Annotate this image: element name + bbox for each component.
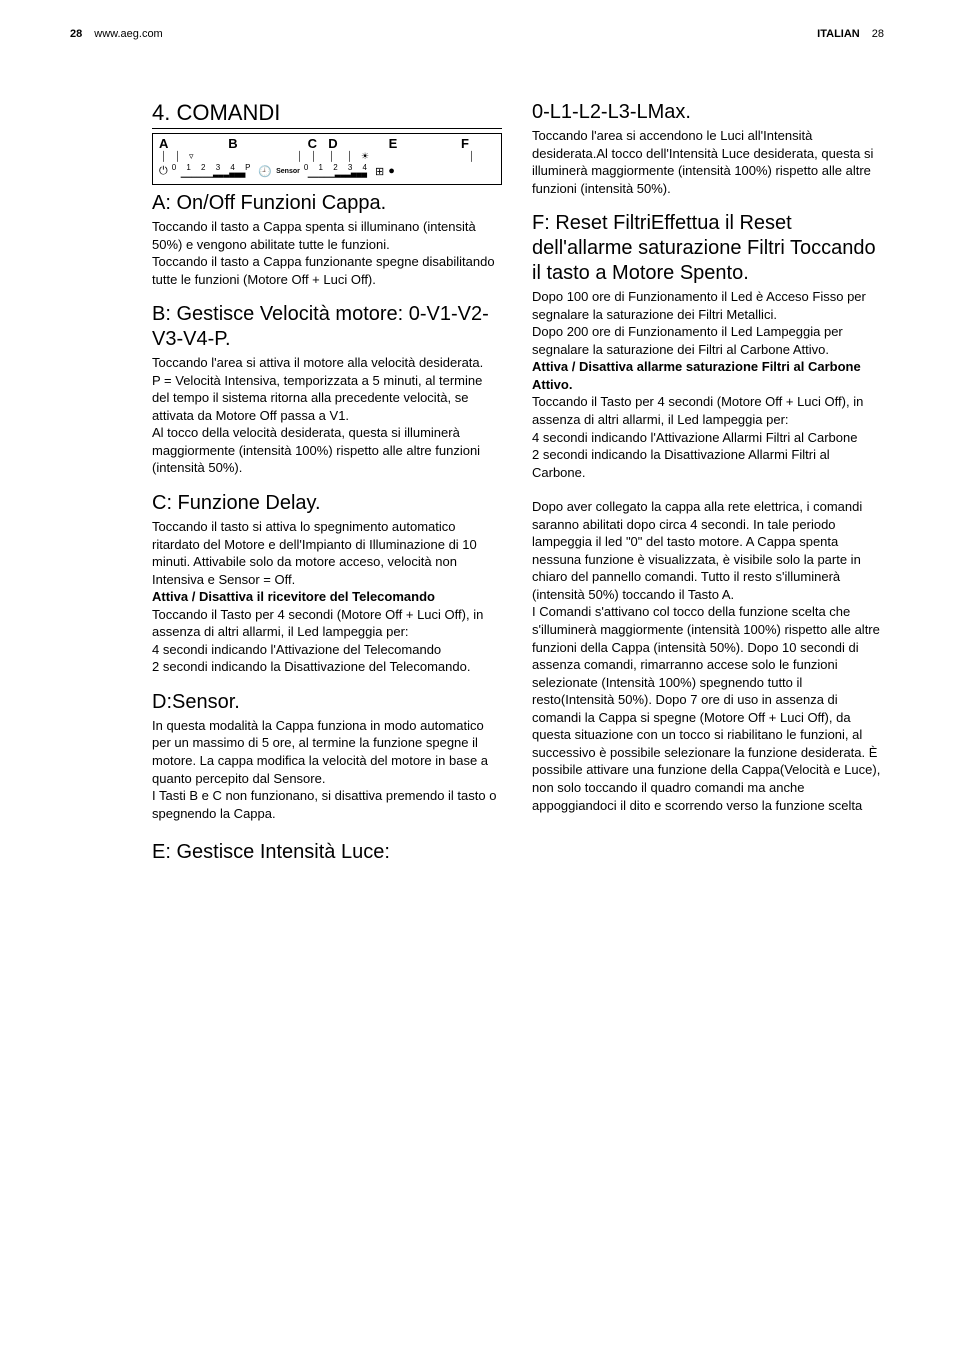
panel-icon-row: ⏻ 0 1 2 3 4 P ▁▁▁▁▁▁▃▃▃▅▅▅ 🕘 Sensor 0 1 … xyxy=(157,162,497,182)
heading-a: A: On/Off Funzioni Cappa. xyxy=(152,191,502,216)
para-6: Dopo aver collegato la cappa alla rete e… xyxy=(532,498,882,603)
sensor-label: Sensor xyxy=(276,168,300,175)
para-b2: P = Velocità Intensiva, temporizzata a 5… xyxy=(152,372,502,425)
para-f1: Dopo 100 ore di Funzionamento il Led è A… xyxy=(532,288,882,323)
filter-icon: ⊞ xyxy=(375,165,384,178)
label-d: D xyxy=(317,136,349,151)
power-icon: ⏻ xyxy=(159,165,168,178)
para-b1: Toccando l'area si attiva il motore alla… xyxy=(152,354,502,372)
label-c: C xyxy=(289,136,317,151)
para-7: I Comandi s'attivano col tocco della fun… xyxy=(532,603,882,814)
heading-f: F: Reset FiltriEffettua il Reset dell'al… xyxy=(532,211,882,286)
page-number-left: 28 xyxy=(70,28,82,40)
label-a: A xyxy=(159,136,177,151)
header-language: ITALIAN xyxy=(817,28,860,40)
panel-pointer-row: │ │ ▿ │ │ │ │ ☀ │ xyxy=(157,151,497,162)
content-columns: 4. COMANDI A B C D E F │ │ ▿ │ │ │ │ ☀ xyxy=(0,40,954,867)
para-c3: 4 secondi indicando l'Attivazione del Te… xyxy=(152,641,502,659)
label-f: F xyxy=(437,136,469,151)
heading-e2: 0-L1-L2-L3-LMax. xyxy=(532,100,882,125)
para-c4: 2 secondi indicando la Disattivazione de… xyxy=(152,658,502,676)
para-f2: Dopo 200 ore di Funzionamento il Led Lam… xyxy=(532,323,882,358)
heading-c: C: Funzione Delay. xyxy=(152,491,502,516)
label-e: E xyxy=(349,136,437,151)
dot-icon: ● xyxy=(388,165,395,177)
header-left: 28 www.aeg.com xyxy=(70,28,163,40)
right-column: 0-L1-L2-L3-LMax. Toccando l'area si acce… xyxy=(532,100,882,867)
light-ticks: ▁▁▁▁▁▃▃▃▅▅▅ xyxy=(308,171,367,178)
speed-ticks: ▁▁▁▁▁▁▃▃▃▅▅▅ xyxy=(181,171,246,178)
para-f-bold: Attiva / Disattiva allarme saturazione F… xyxy=(532,358,882,393)
para-d1: In questa modalità la Cappa funziona in … xyxy=(152,717,502,787)
para-c-bold: Attiva / Disattiva il ricevitore del Tel… xyxy=(152,588,502,606)
para-e2: Toccando l'area si accendono le Luci all… xyxy=(532,127,882,197)
speed-scale: 0 1 2 3 4 P ▁▁▁▁▁▁▃▃▃▅▅▅ xyxy=(172,164,255,178)
para-f5: 2 secondi indicando la Disattivazione Al… xyxy=(532,446,882,481)
clock-icon: 🕘 xyxy=(258,165,272,178)
heading-e: E: Gestisce Intensità Luce: xyxy=(152,840,502,865)
panel-label-row: A B C D E F xyxy=(157,136,497,151)
light-scale: 0 1 2 3 4 ▁▁▁▁▁▃▃▃▅▅▅ xyxy=(304,164,371,178)
header-url: www.aeg.com xyxy=(94,28,162,40)
para-f3: Toccando il Tasto per 4 secondi (Motore … xyxy=(532,393,882,428)
para-c2: Toccando il Tasto per 4 secondi (Motore … xyxy=(152,606,502,641)
page-header: 28 www.aeg.com ITALIAN 28 xyxy=(0,0,954,40)
para-a1: Toccando il tasto a Cappa spenta si illu… xyxy=(152,218,502,253)
section-4-title: 4. COMANDI xyxy=(152,100,502,129)
para-b3: Al tocco della velocità desiderata, ques… xyxy=(152,424,502,477)
para-a2: Toccando il tasto a Cappa funzionante sp… xyxy=(152,253,502,288)
header-right: ITALIAN 28 xyxy=(817,28,884,40)
left-column: 4. COMANDI A B C D E F │ │ ▿ │ │ │ │ ☀ xyxy=(152,100,502,867)
heading-d: D:Sensor. xyxy=(152,690,502,715)
page-number-right: 28 xyxy=(872,28,884,40)
heading-b: B: Gestisce Velocità motore: 0-V1-V2-V3-… xyxy=(152,302,502,352)
control-panel-diagram: A B C D E F │ │ ▿ │ │ │ │ ☀ │ xyxy=(152,133,502,185)
para-c1: Toccando il tasto si attiva lo spegnimen… xyxy=(152,518,502,588)
para-f4: 4 secondi indicando l'Attivazione Allarm… xyxy=(532,429,882,447)
para-d2: I Tasti B e C non funzionano, si disatti… xyxy=(152,787,502,822)
label-b: B xyxy=(177,136,289,151)
